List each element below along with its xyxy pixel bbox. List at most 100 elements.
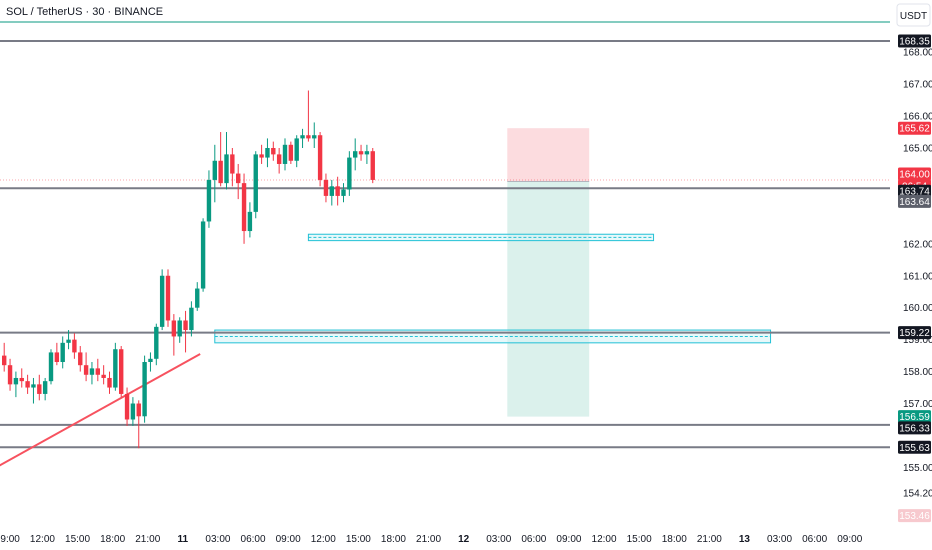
candle-up: [329, 179, 334, 206]
candle-down: [124, 387, 130, 426]
price-tag-box: [898, 121, 931, 135]
candle-up: [224, 132, 229, 190]
candle-body: [282, 144, 288, 164]
price-tick-label: 155.00: [903, 463, 932, 474]
candle-up: [113, 342, 118, 391]
candle-body: [323, 179, 329, 196]
candle-down: [25, 374, 30, 394]
candle-up: [300, 128, 305, 148]
candle-body: [19, 377, 24, 382]
price-axis[interactable]: 168.00 167.00 166.00 165.00 162.00 161.00 160.…: [903, 48, 932, 500]
price-tick-label: 161.00: [903, 271, 932, 282]
candle-up: [195, 282, 200, 311]
time-tick-label: 15:00: [627, 534, 652, 545]
price-tag: 159.22: [898, 326, 931, 340]
candle-body: [288, 144, 294, 161]
candle-down: [317, 132, 323, 187]
price-tag: 168.35: [898, 34, 931, 48]
candle-body: [171, 320, 177, 337]
price-tick-label: 154.20: [903, 488, 932, 499]
candle-up: [42, 377, 48, 401]
candle-body: [113, 349, 118, 388]
candle-down: [276, 147, 282, 174]
price-tag-label: 163.64: [899, 197, 930, 208]
time-tick-label: 18:00: [381, 534, 406, 545]
price-tag-box: [898, 167, 931, 181]
candle-body: [259, 154, 264, 158]
time-axis[interactable]: 09:00 12:00 15:00 18:00 21:00 11 03:00 06:00 09:…: [0, 534, 863, 545]
candle-body: [236, 173, 241, 184]
candle-body: [148, 358, 153, 362]
candle-down: [54, 342, 60, 366]
position-tool[interactable]: [507, 128, 590, 417]
candle-body: [119, 349, 124, 394]
candle-body: [165, 275, 171, 321]
price-tag-box: [898, 440, 931, 454]
candle-up: [60, 336, 65, 369]
candle-up: [159, 269, 165, 331]
candle-down: [358, 144, 364, 161]
candle-down: [288, 141, 294, 164]
candle-up: [48, 349, 54, 385]
price-tag: 163.64: [898, 194, 931, 208]
candle-body: [206, 179, 212, 222]
candle-up: [154, 323, 159, 366]
price-tick-label: 165.00: [903, 143, 932, 154]
candle-down: [7, 358, 13, 391]
price-tick-label: 166.00: [903, 112, 932, 123]
candle-down: [370, 147, 375, 184]
price-tag-label: 165.62: [899, 124, 930, 135]
trend-line-layer: [0, 353, 201, 467]
price-tag-label: 153.46: [899, 511, 930, 522]
candle-body: [183, 320, 188, 331]
candle-body: [124, 393, 130, 420]
candle-body: [136, 403, 141, 417]
candle-body: [370, 151, 375, 180]
candle-body: [241, 183, 247, 232]
time-tick-label: 21:00: [416, 534, 441, 545]
candle-body: [142, 361, 147, 417]
candle-body: [294, 138, 299, 161]
candle-down: [83, 352, 89, 382]
trend-line[interactable]: [0, 353, 201, 467]
time-tick-label: 12:00: [592, 534, 617, 545]
time-tick-label: 12:00: [30, 534, 55, 545]
time-tick-label: 03:00: [486, 534, 511, 545]
candle-body: [300, 135, 305, 139]
currency-button-frame: [896, 3, 931, 27]
currency-label: USDT: [900, 11, 927, 22]
candle-body: [212, 160, 217, 180]
candle-body: [335, 186, 340, 196]
time-tick-label: 06:00: [802, 534, 827, 545]
candle-up: [282, 138, 288, 171]
candle-down: [78, 346, 83, 372]
candle-body: [95, 368, 100, 375]
price-tick-label: 157.00: [903, 399, 932, 410]
candle-down: [136, 400, 141, 449]
price-tag-label: 159.22: [899, 328, 930, 339]
price-tags-layer: 168.35165.62164.0006:54163.74163.64159.2…: [898, 34, 931, 523]
price-tag: 165.62: [898, 121, 931, 135]
candle-down: [119, 346, 124, 398]
price-tag-box: [898, 34, 931, 48]
price-tick-label: 167.00: [903, 80, 932, 91]
candle-up: [212, 144, 217, 203]
candle-down: [183, 310, 188, 353]
candle-down: [306, 90, 311, 142]
candle-body: [7, 365, 13, 385]
price-tag-label: 163.74: [899, 187, 930, 198]
candle-up: [177, 317, 182, 343]
candle-up: [31, 377, 36, 404]
candle-body: [276, 154, 282, 164]
candle-body: [159, 275, 165, 327]
levels-layer: [0, 40, 890, 449]
currency-button[interactable]: USDT: [896, 3, 931, 27]
candle-body: [37, 384, 42, 394]
time-tick-label: 15:00: [346, 534, 371, 545]
time-tick-label: 03:00: [767, 534, 792, 545]
price-tag: 153.46: [898, 509, 931, 523]
price-tag-box: [898, 509, 931, 523]
